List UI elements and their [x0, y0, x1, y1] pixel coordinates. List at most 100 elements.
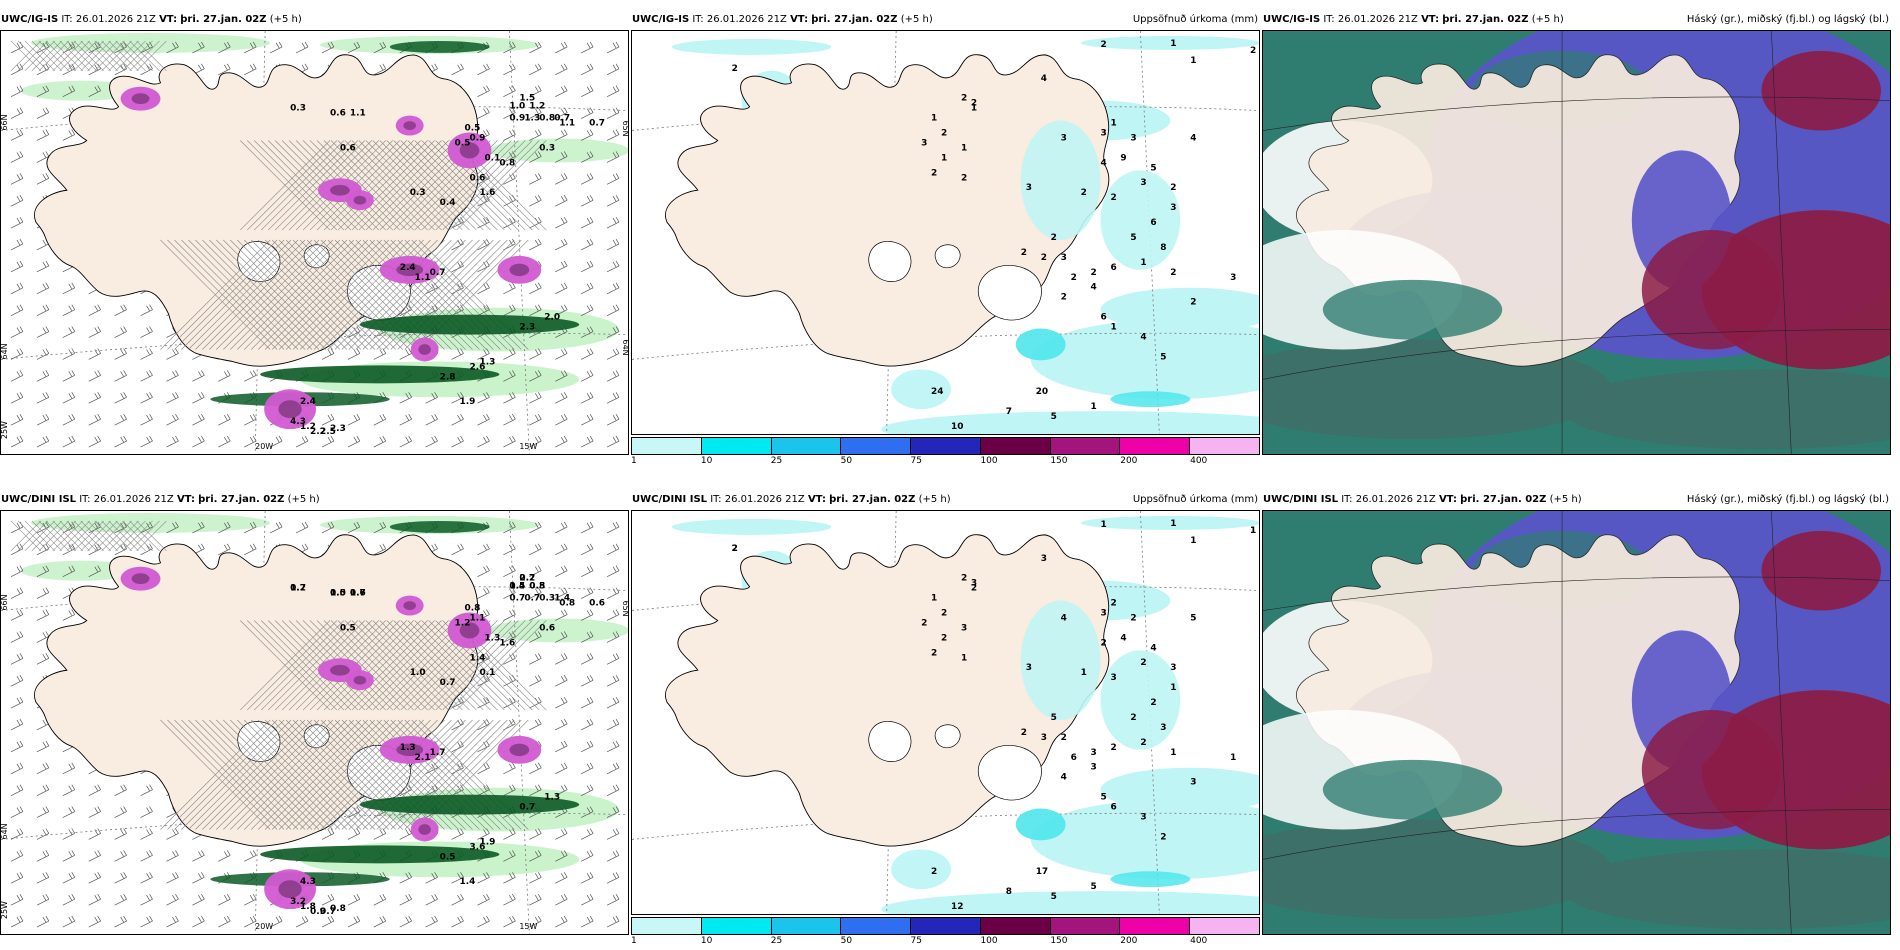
colorbar-tick-label: 75	[910, 936, 922, 946]
graticule-label: 25W	[1, 901, 9, 919]
value-label: 2	[961, 173, 967, 183]
value-label: 1.0	[330, 589, 346, 599]
value-label: 3	[1026, 663, 1032, 673]
issue-time: IT: 26.01.2026 21Z	[1323, 14, 1418, 25]
value-label: 2.3	[519, 323, 535, 333]
value-label: 5	[1051, 892, 1057, 902]
value-label: 0.7	[509, 594, 525, 604]
forecast-panel-6: UWC/DINI ISL IT: 26.01.2026 21Z VT: þri.…	[1262, 490, 1891, 940]
valid-time: þri. 27.jan. 02Z	[811, 14, 898, 25]
colorbar-tick-label: 200	[1120, 936, 1138, 946]
value-label: 3	[1190, 778, 1196, 788]
value-label: 1	[1170, 683, 1176, 693]
colorbar-tick-label: 1	[631, 456, 637, 466]
value-label: 2	[1110, 193, 1116, 203]
valid-label: VT:	[1421, 14, 1440, 25]
forecast-panel-4: UWC/DINI ISL IT: 26.01.2026 21Z VT: þri.…	[0, 490, 629, 940]
value-label: 1.3	[484, 633, 500, 643]
value-label: 1.1	[470, 613, 486, 623]
value-label: 1	[1110, 119, 1116, 129]
value-label: 1.3	[524, 114, 540, 124]
value-label: 1.8	[300, 902, 316, 912]
graticule-label: 64N	[1, 823, 9, 839]
value-label: 6	[1110, 263, 1116, 273]
value-label: 5	[1160, 352, 1166, 362]
value-label: 2	[1130, 713, 1136, 723]
value-label: 3	[1026, 183, 1032, 193]
precip-type-map: 66N 64N 25W 20W 15W 65N 0.7 0.5 0.6 0.7 0.5 0.8 0.6 0…	[0, 510, 629, 935]
value-label: 2.3	[330, 424, 346, 434]
value-label: 2	[1140, 738, 1146, 748]
value-label: 1.5	[519, 94, 535, 104]
value-label: 2.4	[300, 397, 316, 407]
graticule-label: 20W	[255, 922, 273, 931]
valid-label: VT:	[1438, 494, 1457, 505]
value-label: 2	[1021, 728, 1027, 738]
value-label: 1.9	[460, 397, 476, 407]
value-label: 4	[1061, 773, 1067, 783]
panel-header: UWC/IG-IS IT: 26.01.2026 21Z VT: þri. 27…	[1262, 10, 1891, 30]
panel-header: UWC/DINI ISL IT: 26.01.2026 21Z VT: þri.…	[0, 490, 629, 510]
value-label: 2	[1110, 743, 1116, 753]
value-label: 5	[1190, 613, 1196, 623]
colorbar-swatch	[841, 438, 912, 454]
panel-header: UWC/DINI ISL IT: 26.01.2026 21Z VT: þri.…	[631, 490, 1260, 510]
panel-field-title: Uppsöfnuð úrkoma (mm)	[1132, 494, 1258, 505]
issue-time: IT: 26.01.2026 21Z	[692, 14, 787, 25]
panel-field-title: Háský (gr.), miðský (fj.bl.) og lágský (…	[1686, 494, 1889, 505]
colorbar-swatch	[1120, 438, 1191, 454]
value-label: 0.3	[410, 188, 426, 198]
cloud-cover-map	[1262, 30, 1891, 455]
value-label: 1	[1170, 519, 1176, 529]
colorbar-swatch	[771, 438, 842, 454]
colorbar: 1 10 25 50 75 100 150 200 400	[631, 917, 1260, 947]
value-label: 0.9	[509, 114, 525, 124]
colorbar-swatch	[1120, 918, 1191, 934]
value-label: 2	[931, 867, 937, 877]
value-label: 2	[732, 544, 738, 554]
panel-header: UWC/IG-IS IT: 26.01.2026 21Z VT: þri. 27…	[631, 10, 1260, 30]
colorbar-swatch	[980, 438, 1051, 454]
colorbar-tick-label: 150	[1050, 936, 1068, 946]
value-label: 0.8	[465, 604, 481, 614]
colorbar-tick-label: 1	[631, 936, 637, 946]
colorbar-tick-label: 50	[840, 936, 853, 946]
value-label: 1	[971, 104, 977, 114]
valid-label: VT:	[176, 494, 195, 505]
colorbar-tick-label: 150	[1050, 456, 1068, 466]
value-label: 5	[1051, 713, 1057, 723]
lead-time: (+5 h)	[1531, 14, 1564, 25]
value-label: 0.8	[529, 582, 545, 592]
value-label: 2	[941, 608, 947, 618]
panel-field-title: Uppsöfnuð úrkoma (mm)	[1132, 14, 1258, 25]
colorbar-tick-label: 10	[700, 456, 713, 466]
value-label: 3.2	[290, 897, 306, 907]
panel-field-title: Háský (gr.), miðský (fj.bl.) og lágský (…	[1686, 14, 1889, 25]
value-label: 2	[732, 64, 738, 74]
value-label: 4	[1041, 74, 1047, 84]
value-label: 2.2	[310, 427, 326, 437]
lead-time: (+5 h)	[918, 494, 951, 505]
valid-time: þri. 27.jan. 02Z	[1460, 494, 1547, 505]
value-label: 3	[1061, 133, 1067, 143]
value-label: 6	[1101, 313, 1107, 323]
value-label: 1	[1110, 323, 1116, 333]
value-label: 6	[1071, 753, 1077, 763]
valid-time: þri. 27.jan. 02Z	[198, 494, 285, 505]
value-label: 2	[1081, 188, 1087, 198]
value-label: 1.2	[290, 584, 306, 594]
value-label: 1.7	[430, 748, 446, 758]
value-label: 3.6	[470, 842, 486, 852]
value-label: 0.1	[484, 153, 500, 163]
value-label: 0.3	[539, 594, 555, 604]
colorbar-swatch	[911, 918, 981, 934]
value-label: 2.8	[440, 372, 456, 382]
value-label: 1.2	[300, 422, 316, 432]
model-name: UWC/DINI ISL	[1, 494, 77, 505]
colorbar-swatch	[701, 438, 772, 454]
value-label: 0.7	[524, 594, 540, 604]
value-label: 1	[1101, 520, 1107, 530]
lead-time: (+5 h)	[287, 494, 320, 505]
colorbar-tick-label: 25	[770, 456, 783, 466]
